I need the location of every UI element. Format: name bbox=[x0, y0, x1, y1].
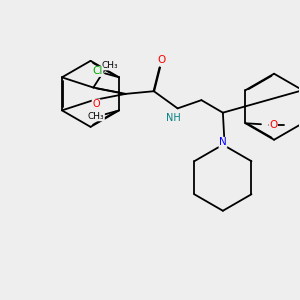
Text: CH₃: CH₃ bbox=[102, 61, 118, 70]
Text: CH₃: CH₃ bbox=[88, 112, 104, 121]
Text: O: O bbox=[92, 99, 100, 109]
Text: Cl: Cl bbox=[92, 66, 103, 76]
Text: N: N bbox=[219, 137, 227, 147]
Text: O: O bbox=[269, 120, 277, 130]
Text: O: O bbox=[157, 55, 166, 65]
Text: NH: NH bbox=[166, 112, 181, 123]
